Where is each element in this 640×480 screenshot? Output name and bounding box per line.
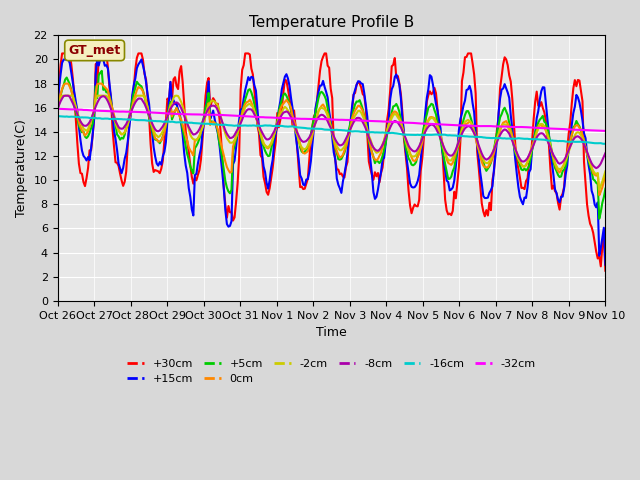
-8cm [602,150,609,156]
Line: +5cm: +5cm [58,71,605,219]
Line: -2cm: -2cm [58,96,605,190]
-32cm [236,113,243,119]
-8cm [122,121,130,127]
0cm [61,81,69,86]
-16cm [600,141,608,147]
Title: Temperature Profile B: Temperature Profile B [249,15,414,30]
Line: +15cm: +15cm [58,60,605,264]
0cm [246,97,253,103]
-32cm [293,116,301,121]
+30cm [573,84,580,89]
-32cm [244,113,252,119]
-8cm [61,93,69,98]
Line: 0cm: 0cm [58,84,605,195]
+30cm [58,50,66,56]
+30cm [218,158,226,164]
+15cm [573,92,580,98]
+15cm [54,99,61,105]
+30cm [295,165,303,170]
-16cm [295,125,303,131]
Legend: +30cm, +15cm, +5cm, 0cm, -2cm, -8cm, -16cm, -32cm: +30cm, +15cm, +5cm, 0cm, -2cm, -8cm, -16… [122,354,540,389]
-32cm [571,127,579,132]
+5cm [122,125,130,131]
-8cm [593,165,600,171]
Line: +30cm: +30cm [58,53,605,271]
+15cm [237,107,244,112]
0cm [54,104,61,110]
+15cm [122,150,130,156]
+30cm [602,268,609,274]
-8cm [237,120,244,126]
X-axis label: Time: Time [316,326,347,339]
Line: -8cm: -8cm [58,96,605,168]
-16cm [573,139,580,145]
+5cm [573,118,580,124]
-32cm [217,112,225,118]
-8cm [54,106,61,111]
-2cm [237,118,244,124]
-32cm [54,106,61,112]
0cm [602,172,609,178]
-8cm [573,134,580,140]
+15cm [602,262,609,267]
-2cm [122,125,130,131]
-2cm [58,93,66,98]
-2cm [246,101,253,107]
Y-axis label: Temperature(C): Temperature(C) [15,119,28,217]
0cm [595,192,603,198]
+30cm [122,169,130,175]
+5cm [54,109,61,115]
-16cm [122,117,130,122]
-16cm [55,113,63,119]
+15cm [295,156,303,162]
+15cm [218,170,226,176]
-8cm [246,107,253,112]
Line: -32cm: -32cm [58,109,605,131]
+30cm [54,103,61,109]
+5cm [595,216,603,222]
-16cm [246,123,253,129]
-2cm [295,137,303,143]
+30cm [246,51,253,57]
+15cm [61,57,69,62]
-32cm [121,109,129,115]
0cm [122,127,130,132]
-2cm [595,187,603,192]
-2cm [602,168,609,174]
-16cm [237,123,244,129]
-2cm [218,120,226,126]
-8cm [218,120,226,125]
-2cm [54,104,61,110]
0cm [237,116,244,122]
+5cm [218,156,226,162]
+5cm [237,119,244,124]
-16cm [602,141,609,146]
Text: GT_met: GT_met [68,44,121,57]
+5cm [246,86,253,92]
-16cm [54,113,61,119]
-32cm [602,128,609,134]
+30cm [237,87,244,93]
-2cm [573,130,580,136]
+5cm [98,68,106,74]
0cm [295,136,303,142]
0cm [218,147,226,153]
Line: -16cm: -16cm [58,116,605,144]
-8cm [295,132,303,138]
0cm [573,122,580,128]
+5cm [295,135,303,141]
+5cm [602,186,609,192]
+15cm [246,77,253,83]
-16cm [218,122,226,128]
